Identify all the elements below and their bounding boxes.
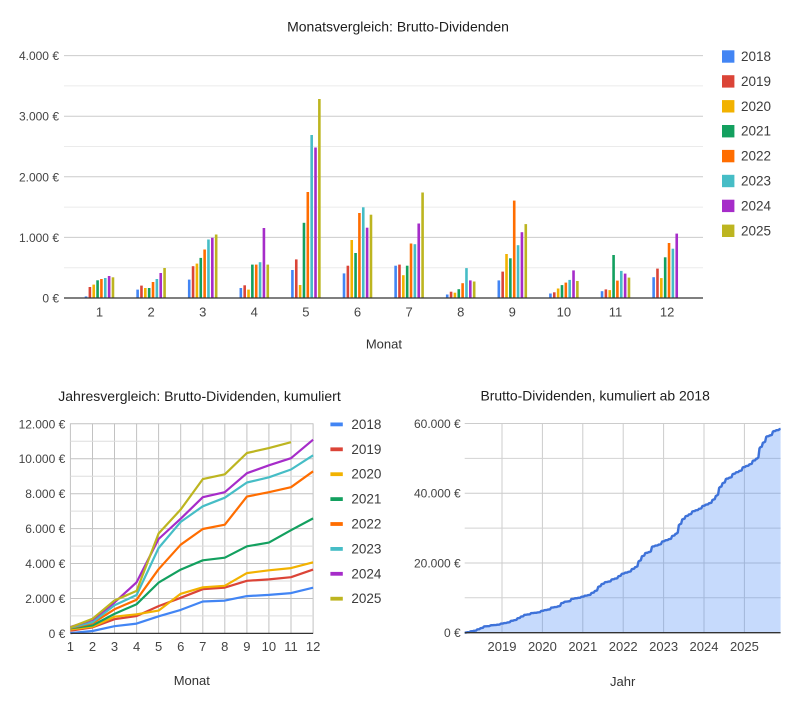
svg-text:0 €: 0 € [49, 627, 66, 641]
svg-text:2020: 2020 [528, 639, 557, 654]
svg-text:4.000 €: 4.000 € [19, 49, 59, 63]
svg-text:2025: 2025 [730, 639, 759, 654]
svg-text:4: 4 [133, 639, 140, 654]
svg-text:1: 1 [96, 304, 103, 319]
svg-text:2020: 2020 [741, 99, 771, 114]
svg-text:2025: 2025 [351, 591, 381, 606]
svg-text:2: 2 [147, 304, 154, 319]
svg-text:11: 11 [284, 639, 298, 654]
svg-text:2025: 2025 [741, 223, 771, 238]
svg-text:60.000 €: 60.000 € [414, 417, 461, 431]
svg-text:9: 9 [243, 639, 250, 654]
svg-text:8.000 €: 8.000 € [25, 487, 65, 501]
svg-text:0 €: 0 € [444, 626, 461, 640]
svg-text:Monat: Monat [366, 337, 403, 352]
svg-text:2022: 2022 [609, 639, 638, 654]
svg-text:2.000 €: 2.000 € [25, 592, 65, 606]
svg-text:2020: 2020 [351, 467, 381, 482]
svg-text:Brutto-Dividenden, kumuliert a: Brutto-Dividenden, kumuliert ab 2018 [481, 388, 711, 404]
svg-text:2024: 2024 [351, 566, 382, 581]
svg-text:2023: 2023 [649, 639, 678, 654]
svg-text:2022: 2022 [741, 149, 771, 164]
svg-text:3: 3 [199, 304, 206, 319]
svg-text:1: 1 [67, 639, 74, 654]
svg-text:10.000 €: 10.000 € [19, 452, 66, 466]
svg-text:8: 8 [221, 639, 228, 654]
svg-text:40.000 €: 40.000 € [414, 487, 461, 501]
svg-text:3: 3 [111, 639, 118, 654]
svg-text:6: 6 [354, 304, 361, 319]
svg-text:2019: 2019 [488, 639, 517, 654]
svg-text:10: 10 [557, 304, 571, 319]
svg-text:2021: 2021 [351, 492, 381, 507]
svg-text:2019: 2019 [741, 74, 771, 89]
svg-text:Monat: Monat [174, 673, 211, 688]
svg-text:Monatsvergleich: Brutto-Divide: Monatsvergleich: Brutto-Dividenden [287, 19, 509, 35]
svg-text:6.000 €: 6.000 € [25, 522, 65, 536]
svg-text:4.000 €: 4.000 € [25, 557, 65, 571]
svg-text:20.000 €: 20.000 € [414, 557, 461, 571]
svg-text:5: 5 [302, 304, 309, 319]
svg-text:Jahr: Jahr [610, 674, 636, 689]
svg-text:0 €: 0 € [42, 292, 59, 306]
svg-text:8: 8 [457, 304, 464, 319]
svg-text:Jahresvergleich: Brutto-Divide: Jahresvergleich: Brutto-Dividenden, kumu… [58, 388, 341, 404]
svg-text:2023: 2023 [351, 541, 381, 556]
svg-text:9: 9 [509, 304, 516, 319]
svg-text:12: 12 [306, 639, 320, 654]
svg-text:2018: 2018 [741, 49, 771, 64]
svg-text:2023: 2023 [741, 174, 771, 189]
svg-text:2: 2 [89, 639, 96, 654]
svg-text:7: 7 [405, 304, 412, 319]
svg-text:2021: 2021 [568, 639, 597, 654]
svg-text:12: 12 [660, 304, 674, 319]
svg-text:1.000 €: 1.000 € [19, 231, 59, 245]
svg-text:10: 10 [262, 639, 276, 654]
svg-text:12.000 €: 12.000 € [19, 417, 66, 431]
svg-text:2.000 €: 2.000 € [19, 170, 59, 184]
svg-text:2022: 2022 [351, 517, 381, 532]
svg-text:2024: 2024 [690, 639, 719, 654]
svg-text:2021: 2021 [741, 124, 771, 139]
svg-text:3.000 €: 3.000 € [19, 110, 59, 124]
svg-text:2024: 2024 [741, 198, 772, 213]
svg-text:2019: 2019 [351, 442, 381, 457]
svg-text:11: 11 [609, 304, 623, 319]
svg-text:2018: 2018 [351, 417, 381, 432]
svg-text:6: 6 [177, 639, 184, 654]
svg-text:5: 5 [155, 639, 162, 654]
svg-text:4: 4 [251, 304, 258, 319]
svg-text:7: 7 [199, 639, 206, 654]
